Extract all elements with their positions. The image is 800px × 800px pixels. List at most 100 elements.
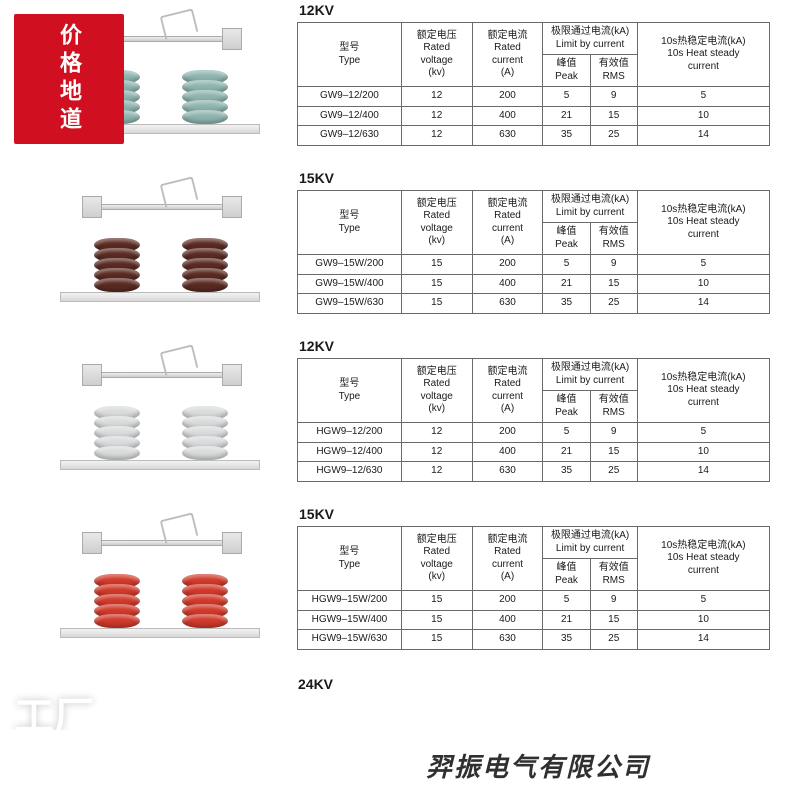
company-name: 羿振电气有限公司 bbox=[426, 747, 650, 784]
th-rms: 有效值RMS bbox=[590, 223, 637, 255]
section-title: 15KV bbox=[299, 506, 770, 522]
section-title: 12KV bbox=[299, 2, 770, 18]
cell-heat: 14 bbox=[637, 294, 769, 314]
cell-rms: 9 bbox=[590, 87, 637, 107]
mounting-base bbox=[60, 460, 260, 470]
insulator-right bbox=[182, 550, 228, 628]
cell-heat: 10 bbox=[637, 442, 769, 462]
th-voltage: 额定电压Ratedvoltage(kv) bbox=[401, 23, 472, 87]
cell-rms: 25 bbox=[590, 462, 637, 482]
table-row: GW9–12/200 12 200 5 9 5 bbox=[298, 87, 770, 107]
table-row: GW9–15W/630 15 630 35 25 14 bbox=[298, 294, 770, 314]
cell-rms: 15 bbox=[590, 442, 637, 462]
cell-rms: 25 bbox=[590, 126, 637, 146]
clamp-right bbox=[222, 532, 242, 554]
th-peak: 峰值Peak bbox=[543, 223, 590, 255]
cell-peak: 5 bbox=[543, 591, 590, 611]
cell-heat: 5 bbox=[637, 87, 769, 107]
th-type: 型号Type bbox=[298, 23, 402, 87]
cell-voltage: 15 bbox=[401, 630, 472, 650]
cell-voltage: 15 bbox=[401, 274, 472, 294]
cell-peak: 5 bbox=[543, 423, 590, 443]
cell-current: 630 bbox=[472, 294, 543, 314]
clamp-left bbox=[82, 364, 102, 386]
mounting-base bbox=[60, 292, 260, 302]
th-type: 型号Type bbox=[298, 527, 402, 591]
cell-heat: 5 bbox=[637, 591, 769, 611]
insulator-right bbox=[182, 382, 228, 460]
price-badge: 价格地道 bbox=[14, 14, 124, 144]
insulator-left bbox=[94, 550, 140, 628]
insulator-right bbox=[182, 214, 228, 292]
table-wrap: 15KV 型号Type 额定电压Ratedvoltage(kv) 额定电流Rat… bbox=[297, 168, 770, 314]
cell-heat: 5 bbox=[637, 255, 769, 275]
cell-rms: 9 bbox=[590, 591, 637, 611]
cell-heat: 14 bbox=[637, 126, 769, 146]
insulator-left bbox=[94, 214, 140, 292]
insulator-left bbox=[94, 382, 140, 460]
table-row: HGW9–12/200 12 200 5 9 5 bbox=[298, 423, 770, 443]
cell-current: 200 bbox=[472, 255, 543, 275]
cell-current: 200 bbox=[472, 87, 543, 107]
th-heat: 10s热稳定电流(kA)10s Heat steadycurrent bbox=[637, 191, 769, 255]
th-limit: 极限通过电流(kA)Limit by current bbox=[543, 527, 637, 559]
cell-current: 630 bbox=[472, 126, 543, 146]
hgw9-15-red-illustration bbox=[32, 504, 287, 664]
th-peak: 峰值Peak bbox=[543, 55, 590, 87]
cell-heat: 14 bbox=[637, 630, 769, 650]
cell-voltage: 12 bbox=[401, 462, 472, 482]
cell-rms: 9 bbox=[590, 255, 637, 275]
cell-current: 400 bbox=[472, 610, 543, 630]
section-title: 15KV bbox=[299, 170, 770, 186]
clamp-left bbox=[82, 532, 102, 554]
cell-voltage: 12 bbox=[401, 423, 472, 443]
cell-voltage: 15 bbox=[401, 255, 472, 275]
th-voltage: 额定电压Ratedvoltage(kv) bbox=[401, 359, 472, 423]
cell-voltage: 15 bbox=[401, 294, 472, 314]
clamp-right bbox=[222, 196, 242, 218]
table-wrap: 12KV 型号Type 额定电压Ratedvoltage(kv) 额定电流Rat… bbox=[297, 336, 770, 482]
table-row: HGW9–15W/400 15 400 21 15 10 bbox=[298, 610, 770, 630]
table-row: HGW9–12/630 12 630 35 25 14 bbox=[298, 462, 770, 482]
hgw9-12-grey-illustration bbox=[32, 336, 287, 496]
th-peak: 峰值Peak bbox=[543, 391, 590, 423]
cell-heat: 10 bbox=[637, 610, 769, 630]
cell-heat: 5 bbox=[637, 423, 769, 443]
cell-peak: 35 bbox=[543, 294, 590, 314]
th-rms: 有效值RMS bbox=[590, 559, 637, 591]
cell-peak: 21 bbox=[543, 610, 590, 630]
spec-section-0: 12KV 型号Type 额定电压Ratedvoltage(kv) 额定电流Rat… bbox=[32, 0, 770, 160]
cell-current: 400 bbox=[472, 274, 543, 294]
spec-table: 型号Type 额定电压Ratedvoltage(kv) 额定电流Ratedcur… bbox=[297, 190, 770, 314]
footer-bar: 羿振电气有限公司 bbox=[0, 730, 800, 800]
mounting-base bbox=[60, 628, 260, 638]
cell-rms: 15 bbox=[590, 610, 637, 630]
cell-type: HGW9–12/630 bbox=[298, 462, 402, 482]
cell-current: 400 bbox=[472, 106, 543, 126]
th-heat: 10s热稳定电流(kA)10s Heat steadycurrent bbox=[637, 527, 769, 591]
cell-type: HGW9–12/400 bbox=[298, 442, 402, 462]
cell-current: 200 bbox=[472, 423, 543, 443]
cell-current: 400 bbox=[472, 442, 543, 462]
cell-peak: 35 bbox=[543, 462, 590, 482]
cell-rms: 25 bbox=[590, 630, 637, 650]
cell-type: GW9–15W/200 bbox=[298, 255, 402, 275]
cell-current: 200 bbox=[472, 591, 543, 611]
cell-type: GW9–15W/630 bbox=[298, 294, 402, 314]
th-limit: 极限通过电流(kA)Limit by current bbox=[543, 359, 637, 391]
th-rms: 有效值RMS bbox=[590, 391, 637, 423]
table-wrap: 12KV 型号Type 额定电压Ratedvoltage(kv) 额定电流Rat… bbox=[297, 0, 770, 146]
cell-type: GW9–12/630 bbox=[298, 126, 402, 146]
catalog-content: 12KV 型号Type 额定电压Ratedvoltage(kv) 额定电流Rat… bbox=[32, 0, 770, 730]
switch-arm bbox=[92, 204, 232, 210]
cell-heat: 14 bbox=[637, 462, 769, 482]
table-row: HGW9–12/400 12 400 21 15 10 bbox=[298, 442, 770, 462]
th-current: 额定电流Ratedcurrent(A) bbox=[472, 191, 543, 255]
cell-peak: 5 bbox=[543, 87, 590, 107]
th-rms: 有效值RMS bbox=[590, 55, 637, 87]
th-voltage: 额定电压Ratedvoltage(kv) bbox=[401, 191, 472, 255]
cell-peak: 5 bbox=[543, 255, 590, 275]
spec-section-3: 15KV 型号Type 额定电压Ratedvoltage(kv) 额定电流Rat… bbox=[32, 504, 770, 664]
cell-type: HGW9–15W/200 bbox=[298, 591, 402, 611]
th-heat: 10s热稳定电流(kA)10s Heat steadycurrent bbox=[637, 359, 769, 423]
